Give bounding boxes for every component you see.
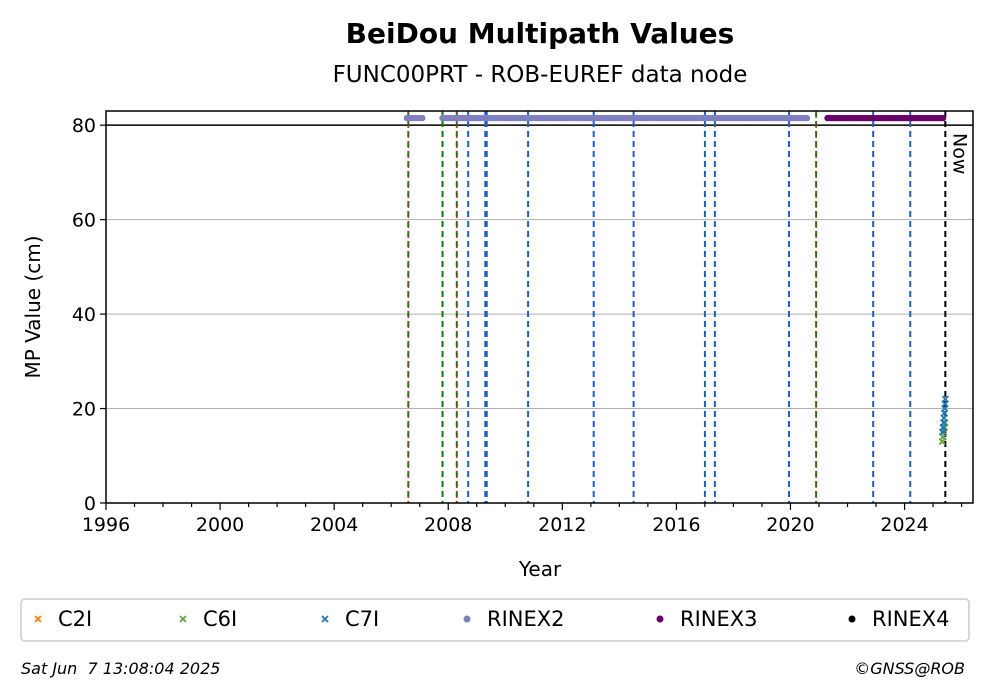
x-tick-label: 2008 bbox=[424, 514, 472, 536]
legend-marker-rinex2 bbox=[463, 615, 471, 623]
rinex3-point bbox=[939, 114, 947, 122]
x-axis-label: Year bbox=[518, 557, 562, 581]
x-tick-label: 2024 bbox=[880, 514, 928, 536]
c7i-point bbox=[941, 395, 949, 403]
chart-subtitle: FUNC00PRT - ROB-EUREF data node bbox=[333, 62, 748, 88]
x-tick-label: 1996 bbox=[82, 514, 130, 536]
legend-marker-c7i bbox=[321, 615, 329, 623]
legend-marker-c6i bbox=[179, 615, 187, 623]
y-axis-ticks: 0 20 40 60 80 bbox=[72, 115, 106, 515]
y-tick-label: 0 bbox=[84, 493, 96, 515]
x-tick-label: 2016 bbox=[652, 514, 700, 536]
legend: C2I C6I C7I RINEX2 RINEX3 RINEX4 bbox=[34, 607, 950, 631]
legend-label-rinex3: RINEX3 bbox=[680, 607, 758, 631]
legend-label-c2i: C2I bbox=[58, 607, 92, 631]
y-tick-label: 60 bbox=[72, 210, 96, 232]
x-tick-label: 2000 bbox=[196, 514, 244, 536]
x-tick-label: 2012 bbox=[538, 514, 586, 536]
legend-label-rinex4: RINEX4 bbox=[872, 607, 950, 631]
now-label: Now bbox=[948, 133, 970, 174]
y-tick-label: 80 bbox=[72, 115, 96, 137]
x-tick-label: 2004 bbox=[310, 514, 358, 536]
rinex2-point bbox=[803, 114, 811, 122]
legend-box bbox=[20, 598, 970, 642]
legend-marker-c2i bbox=[34, 615, 42, 623]
chart-title: BeiDou Multipath Values bbox=[346, 17, 735, 50]
x-tick-label: 2020 bbox=[766, 514, 814, 536]
legend-marker-rinex4 bbox=[848, 615, 856, 623]
event-lines bbox=[407, 111, 947, 503]
grid-lines bbox=[106, 124, 973, 410]
legend-marker-rinex3 bbox=[656, 615, 664, 623]
legend-label-c6i: C6I bbox=[203, 607, 237, 631]
footer-timestamp: Sat Jun 7 13:08:04 2025 bbox=[21, 659, 220, 678]
y-tick-label: 20 bbox=[72, 399, 96, 421]
data-points bbox=[403, 114, 949, 446]
footer-credit: ©GNSS@ROB bbox=[854, 659, 965, 678]
x-axis-ticks: 1996 2000 2004 2008 2012 2016 2020 2024 bbox=[82, 503, 963, 536]
plot-frame bbox=[105, 110, 974, 504]
y-axis-label: MP Value (cm) bbox=[21, 235, 45, 378]
legend-label-c7i: C7I bbox=[345, 607, 379, 631]
rinex2-point bbox=[419, 114, 426, 122]
y-tick-label: 40 bbox=[72, 304, 96, 326]
legend-label-rinex2: RINEX2 bbox=[487, 607, 565, 631]
